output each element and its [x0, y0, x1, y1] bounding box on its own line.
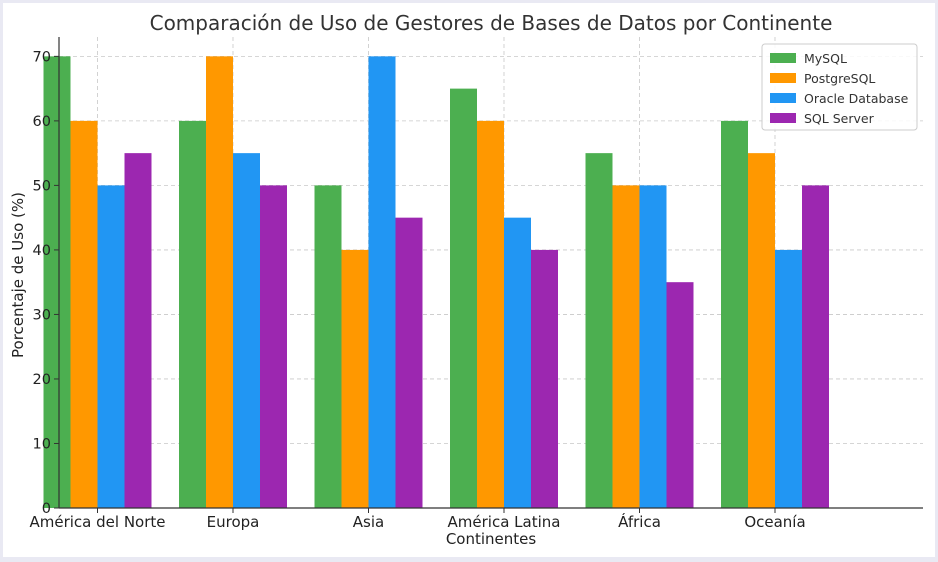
bar — [395, 217, 423, 508]
bar — [639, 185, 667, 508]
legend-label: SQL Server — [804, 111, 875, 126]
bar — [368, 56, 396, 508]
bar — [775, 249, 802, 509]
y-tick-label: 20 — [33, 372, 51, 388]
bar — [179, 120, 206, 508]
x-tick-label: Europa — [207, 513, 260, 531]
x-tick-label: América del Norte — [29, 513, 165, 531]
y-tick-labels: 0 10 20 30 40 50 60 70 — [33, 49, 59, 517]
y-axis-label: Porcentaje de Uso (%) — [9, 192, 27, 358]
bar — [585, 153, 613, 508]
bar — [802, 185, 829, 508]
bar — [721, 120, 748, 508]
axes — [58, 37, 923, 509]
chart-canvas: Comparación de Uso de Gestores de Bases … — [9, 11, 923, 548]
legend-label: Oracle Database — [804, 91, 909, 106]
legend-swatch — [770, 73, 796, 83]
chart-title: Comparación de Uso de Gestores de Bases … — [150, 11, 833, 35]
legend-swatch — [770, 93, 796, 103]
bar — [233, 153, 260, 508]
x-tick-labels: América del Norte Europa Asia América Latin… — [29, 508, 806, 531]
y-tick-label: 70 — [33, 49, 51, 65]
bar — [43, 56, 71, 508]
legend-box — [761, 43, 918, 131]
y-tick-label: 10 — [33, 436, 51, 452]
y-tick-label: 60 — [33, 114, 51, 130]
x-tick-label: Oceanía — [744, 513, 805, 531]
legend-label: MySQL — [804, 51, 847, 66]
y-tick-label: 30 — [33, 307, 51, 323]
bar — [97, 185, 125, 508]
bar — [666, 282, 694, 508]
y-tick-label: 0 — [42, 501, 51, 517]
x-tick-label: África — [618, 512, 661, 531]
legend-swatch — [770, 53, 796, 63]
bar — [341, 249, 369, 509]
bar — [504, 217, 531, 508]
bar — [314, 185, 342, 508]
bar — [612, 185, 640, 508]
legend-swatch — [770, 113, 796, 123]
chart-frame: Comparación de Uso de Gestores de Bases … — [3, 3, 935, 557]
y-tick-label: 50 — [33, 178, 51, 194]
bars-group — [43, 56, 829, 509]
legend-label: PostgreSQL — [804, 71, 875, 86]
bar — [124, 153, 152, 508]
bar — [70, 120, 98, 508]
x-axis-label: Continentes — [446, 530, 537, 548]
y-tick-label: 40 — [33, 243, 51, 259]
bar — [450, 88, 477, 508]
x-tick-label: Asia — [353, 513, 384, 531]
bar — [748, 153, 775, 508]
x-tick-label: América Latina — [448, 513, 561, 531]
bar — [531, 249, 558, 509]
legend: MySQL PostgreSQL Oracle Database SQL Server — [761, 43, 918, 131]
bar — [260, 185, 287, 508]
bar — [477, 120, 504, 508]
bar — [206, 56, 233, 508]
